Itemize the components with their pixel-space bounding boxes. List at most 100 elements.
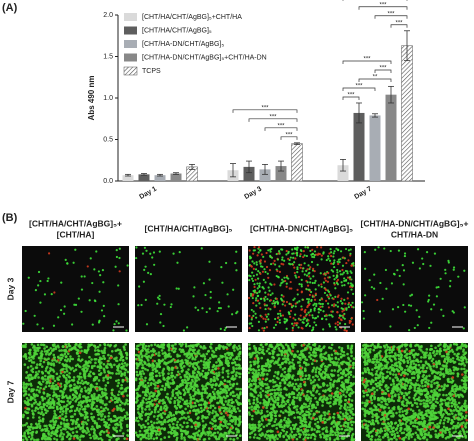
cell xyxy=(219,380,223,384)
cell xyxy=(229,383,232,386)
cell xyxy=(52,384,56,388)
cell xyxy=(167,431,170,434)
cell xyxy=(253,291,256,294)
cell xyxy=(276,258,280,261)
cell xyxy=(276,312,280,315)
cell xyxy=(347,305,350,309)
cell xyxy=(110,420,113,423)
cell xyxy=(134,357,138,361)
cell xyxy=(93,437,96,440)
error-bar xyxy=(356,102,362,124)
cell xyxy=(334,325,337,329)
cell xyxy=(211,411,214,415)
cell xyxy=(172,422,175,426)
cell xyxy=(72,369,76,373)
cell xyxy=(68,348,71,351)
cell xyxy=(189,382,193,386)
cell xyxy=(226,293,229,296)
significance-label: *** xyxy=(363,57,371,63)
cell xyxy=(346,272,349,275)
bar xyxy=(122,175,134,181)
cell xyxy=(265,349,269,353)
cell xyxy=(252,249,255,252)
cell xyxy=(290,287,293,290)
cell xyxy=(207,368,211,372)
cell xyxy=(107,431,110,435)
cell xyxy=(95,435,99,438)
cell xyxy=(235,250,238,253)
cell xyxy=(307,425,311,429)
cell xyxy=(259,306,262,309)
cell xyxy=(84,390,88,393)
cell xyxy=(153,359,156,363)
cell xyxy=(310,409,313,413)
cell xyxy=(303,273,306,276)
cell xyxy=(295,322,298,325)
cell xyxy=(122,345,126,348)
cell xyxy=(178,354,181,358)
cell xyxy=(78,412,82,415)
cell xyxy=(327,353,331,357)
cell xyxy=(267,413,270,417)
cell xyxy=(309,249,312,253)
cell xyxy=(225,394,229,398)
cell xyxy=(110,392,114,395)
cell xyxy=(329,294,332,297)
cell xyxy=(62,405,66,408)
cell xyxy=(211,383,215,387)
cell xyxy=(158,380,162,384)
cell xyxy=(294,302,297,305)
cell xyxy=(81,413,85,417)
significance-bracket xyxy=(342,96,360,100)
cell xyxy=(100,309,104,312)
cell xyxy=(95,250,98,253)
cell xyxy=(184,342,188,346)
cell xyxy=(84,421,87,424)
cell xyxy=(199,435,202,438)
cell xyxy=(142,372,146,375)
cell xyxy=(252,274,255,277)
cell xyxy=(220,412,223,415)
cell xyxy=(308,421,312,424)
cell xyxy=(172,357,175,361)
x-tick-label: Day 7 xyxy=(353,186,373,201)
significance-label: *** xyxy=(347,93,355,99)
cell xyxy=(192,421,196,425)
cell xyxy=(231,313,234,316)
cell xyxy=(334,357,338,360)
cell xyxy=(49,434,53,437)
cell xyxy=(202,363,206,367)
cell xyxy=(27,407,31,411)
cell xyxy=(103,403,107,406)
cell xyxy=(252,388,255,392)
cell xyxy=(51,381,55,385)
cell xyxy=(195,376,198,379)
cell xyxy=(290,412,293,416)
cell xyxy=(305,346,308,350)
cell xyxy=(315,304,318,308)
cell xyxy=(140,303,143,307)
cell xyxy=(333,265,336,269)
cell xyxy=(437,285,440,289)
cell xyxy=(237,396,241,400)
cell xyxy=(126,433,129,437)
bar xyxy=(259,169,271,181)
cell xyxy=(296,293,299,296)
cell xyxy=(139,352,143,356)
cell xyxy=(249,387,253,391)
micrograph-bg xyxy=(361,246,468,332)
cell xyxy=(135,256,138,260)
cell xyxy=(173,418,177,422)
cell xyxy=(79,400,83,403)
cell xyxy=(205,374,208,377)
cell xyxy=(281,256,284,259)
cell xyxy=(51,359,54,362)
significance-bracket xyxy=(280,136,298,140)
cell xyxy=(97,270,101,273)
cell xyxy=(448,285,452,288)
cell xyxy=(285,393,289,397)
cell xyxy=(194,423,197,427)
bar xyxy=(243,166,255,181)
cell xyxy=(397,249,401,252)
cell xyxy=(104,406,108,410)
